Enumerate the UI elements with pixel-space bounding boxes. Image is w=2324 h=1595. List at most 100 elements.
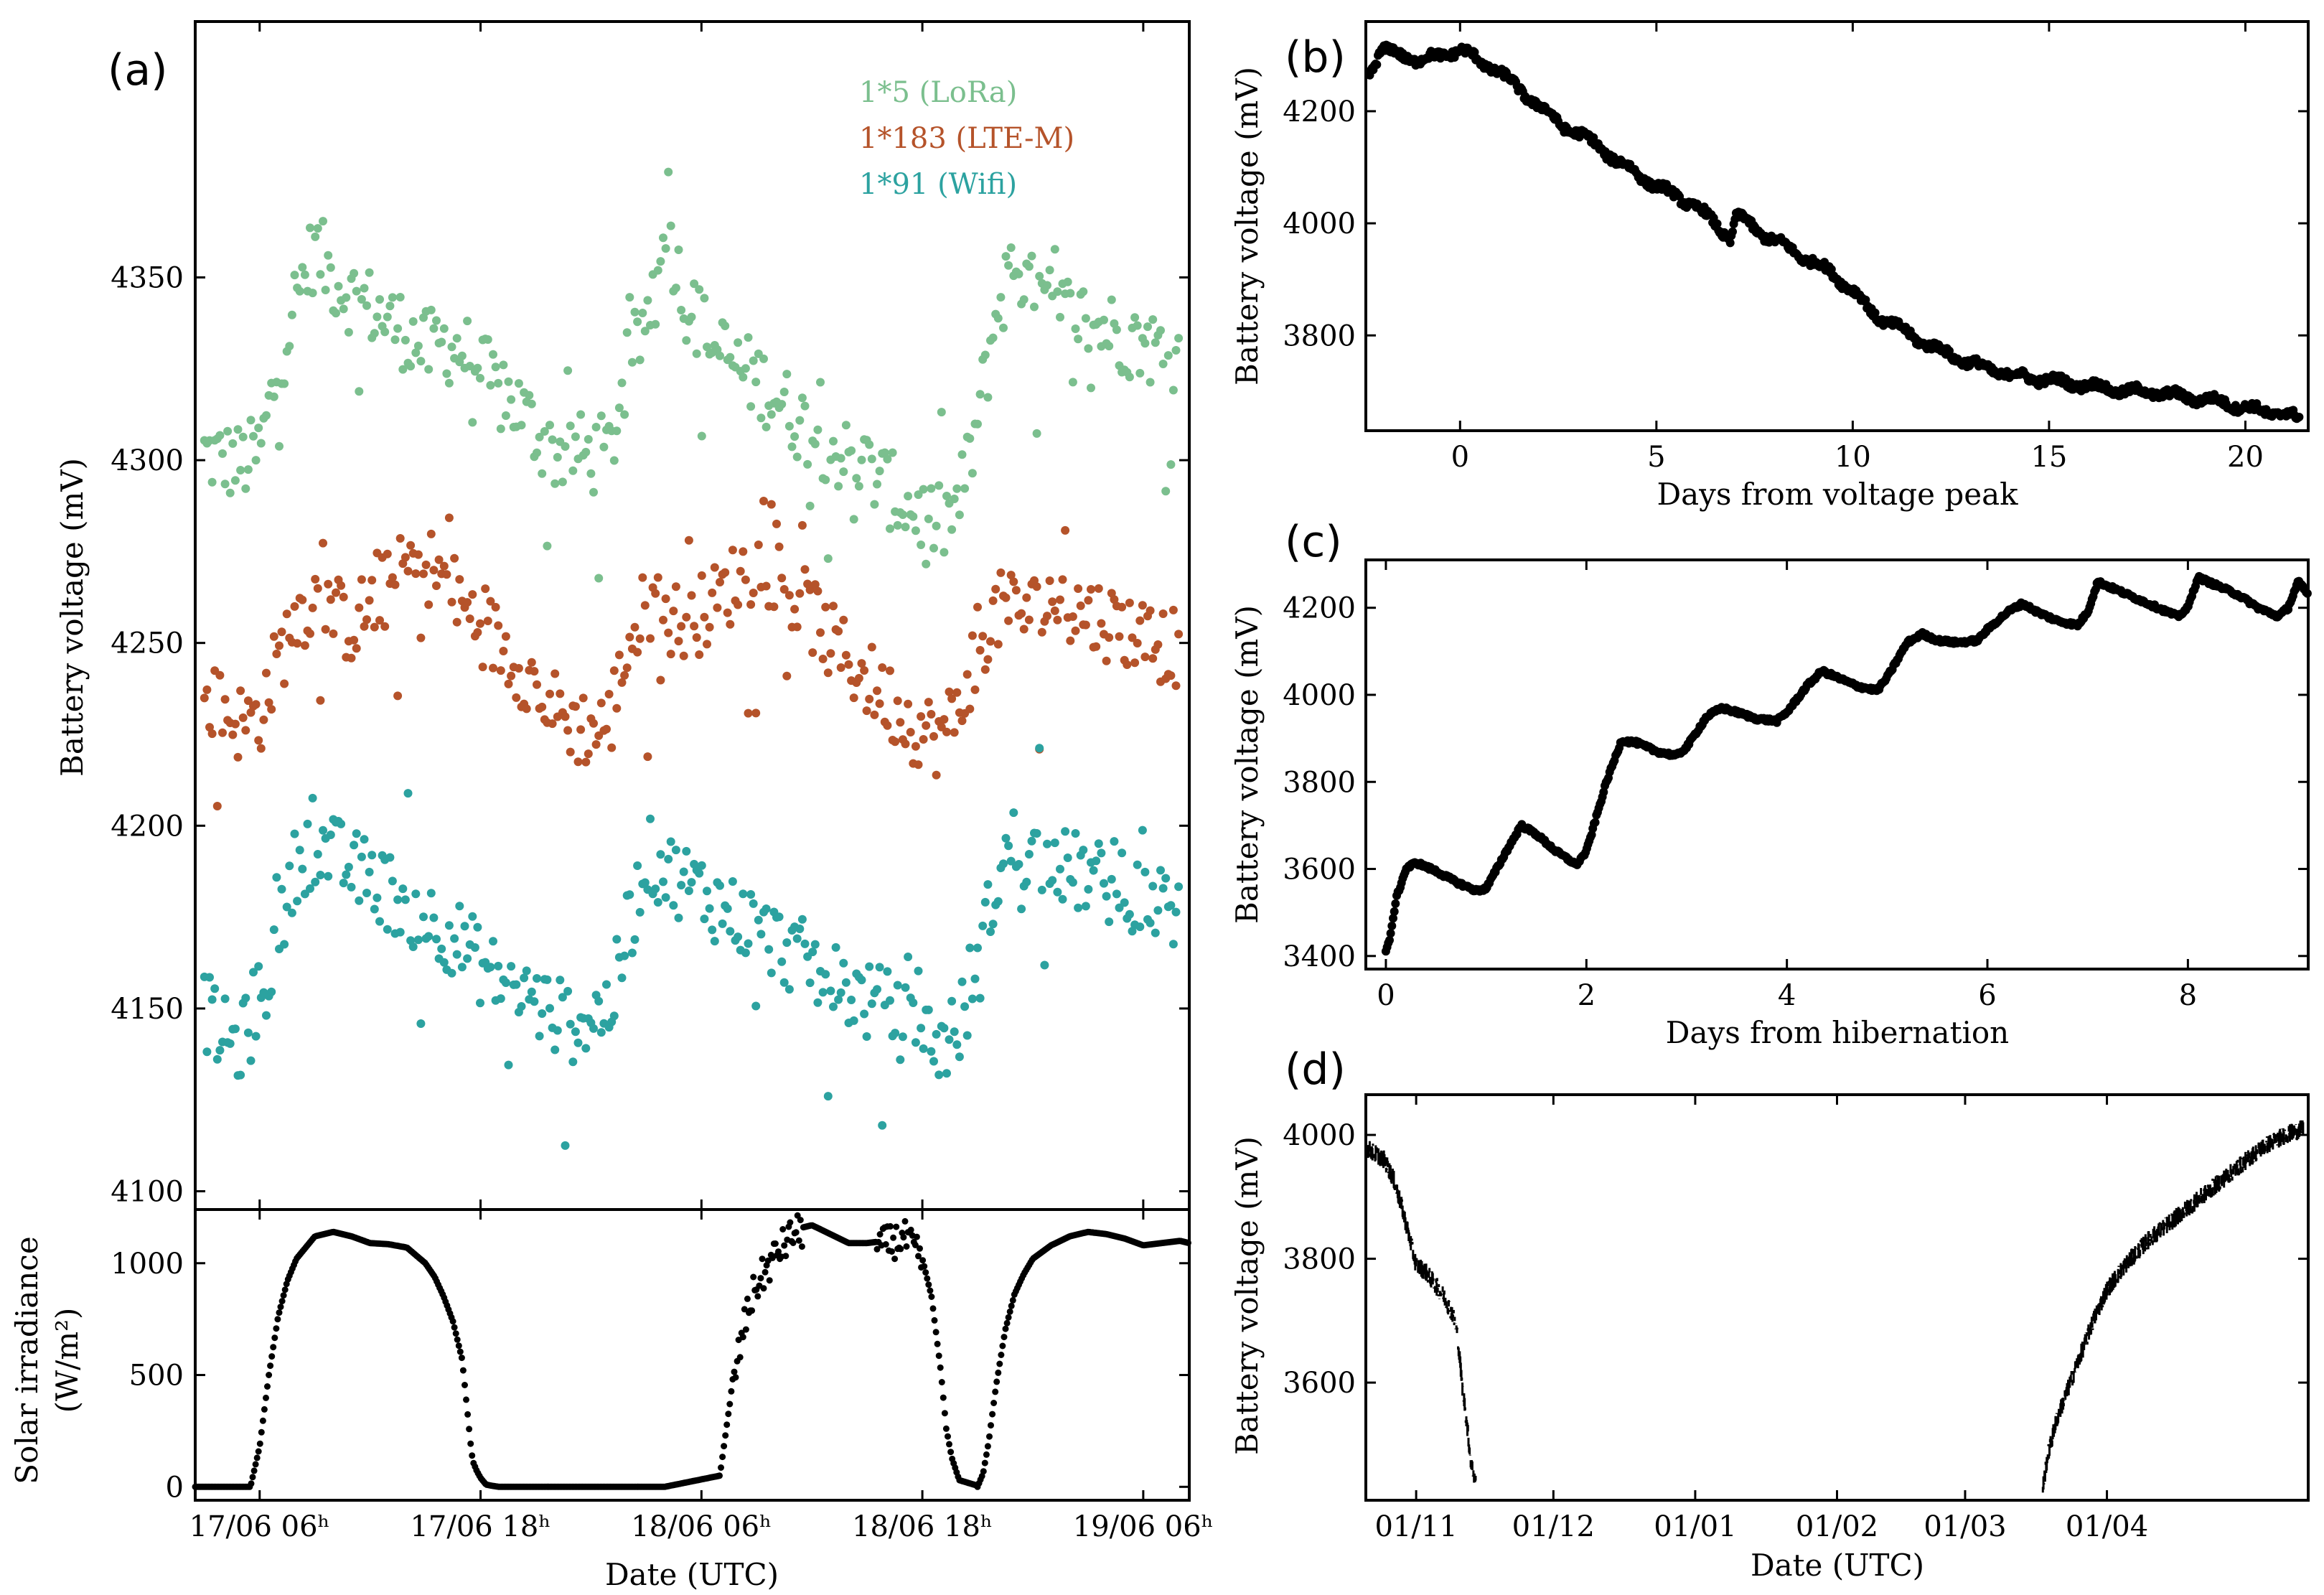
panel-a-point	[439, 324, 449, 333]
panel-a-point	[924, 1005, 933, 1014]
panel-a-point	[202, 1047, 212, 1057]
panel-a-point	[813, 586, 823, 596]
panel-a-point	[1017, 609, 1026, 618]
panel-b-point	[2295, 413, 2304, 421]
panel-a-point	[395, 927, 405, 937]
panel-a-point	[406, 541, 416, 550]
panel-a-point	[896, 1055, 905, 1065]
panel-b-chart: 3800 4000 4200 0 5 10 15 20 (b) Battery voltag…	[1229, 20, 2310, 512]
panel-a-point	[841, 650, 851, 660]
panel-a2-point	[1185, 1239, 1191, 1246]
panel-a2-point	[259, 1417, 266, 1424]
panel-a-point	[416, 1019, 426, 1028]
panel-a-point	[413, 550, 423, 559]
panel-a-point	[1061, 525, 1070, 535]
panel-a-point	[612, 935, 622, 944]
panel-a-point	[398, 884, 408, 894]
panel-a-point	[906, 728, 915, 736]
panel-a-point	[1019, 625, 1029, 634]
panel-a-point	[496, 666, 505, 675]
panel-a-point	[207, 477, 217, 487]
panel-a-point	[311, 232, 320, 241]
panel-a2-point	[739, 1334, 746, 1341]
panel-a-point	[522, 966, 531, 976]
panel-a-point	[627, 357, 637, 367]
panel-a-point	[852, 474, 861, 483]
panel-a-point	[873, 985, 881, 994]
panel-c-ytick-label: 3400	[1283, 940, 1356, 973]
panel-a-marks	[200, 167, 1184, 1150]
panel-a-point	[1006, 571, 1016, 580]
panel-a-point	[779, 388, 789, 396]
panel-b-xtick-label: 15	[2030, 441, 2067, 474]
panel-a-point	[716, 351, 724, 360]
panel-a2-point	[256, 1440, 263, 1447]
panel-a-point	[1066, 289, 1075, 298]
panel-a-point	[538, 702, 547, 711]
panel-a-point	[1168, 385, 1178, 395]
panel-a-point	[1066, 636, 1075, 645]
panel-a-point	[238, 713, 248, 722]
panel-a-point	[550, 1045, 560, 1054]
panel-a-point	[705, 622, 714, 632]
panel-a-point	[1107, 295, 1116, 304]
panel-a-point	[983, 880, 993, 889]
panel-a-point	[805, 585, 815, 594]
panel-a-point	[352, 644, 361, 653]
panel-a-point	[901, 739, 910, 749]
panel-a-point	[633, 317, 642, 327]
panel-a-point	[375, 616, 384, 625]
panel-a-point	[280, 940, 289, 949]
panel-b-x-ticks: 0 5 10 15 20	[1451, 22, 2264, 474]
panel-a-point	[703, 640, 711, 649]
panel-a-point	[986, 927, 995, 936]
panel-a-point	[578, 693, 588, 703]
panel-a-point	[269, 925, 278, 935]
panel-a-point	[656, 257, 665, 266]
panel-a-point	[927, 1047, 936, 1056]
panel-a2-point	[454, 1336, 461, 1343]
panel-a-point	[581, 1044, 591, 1053]
panel-d-x-ticks: 01/11 01/12 01/01 01/02 01/03 01/04	[1374, 1095, 2148, 1543]
panel-a-point	[411, 889, 421, 899]
panel-a-point	[589, 719, 598, 728]
panel-a-point	[236, 686, 245, 696]
panel-a2-point	[897, 1245, 904, 1253]
panel-a-point	[339, 879, 348, 888]
panel-a-point	[643, 752, 652, 762]
panel-a-point	[275, 441, 284, 451]
panel-a-point	[501, 632, 510, 641]
panel-b-ylabel: Battery voltage (mV)	[1229, 67, 1265, 385]
panel-a2-point	[1008, 1302, 1015, 1309]
panel-a-point	[988, 920, 998, 929]
panel-a-point	[873, 480, 881, 489]
panel-a-point	[275, 641, 284, 650]
panel-a-point	[826, 649, 835, 658]
panel-a-point	[357, 852, 366, 861]
panel-a-point	[700, 294, 709, 303]
panel-a-point	[708, 588, 717, 597]
panel-a-point	[215, 670, 225, 680]
panel-a-point	[486, 597, 495, 606]
panel-a-point	[527, 399, 536, 408]
panel-a2-ytick-label: 0	[166, 1471, 184, 1504]
panel-a-point	[684, 887, 693, 895]
panel-a-point	[1004, 616, 1013, 625]
panel-a-point	[746, 402, 756, 411]
panel-a-point	[1145, 378, 1155, 387]
panel-a-point	[501, 411, 510, 420]
panel-c-ylabel: Battery voltage (mV)	[1229, 605, 1265, 924]
panel-a-point	[1125, 598, 1134, 607]
panel-a-point	[754, 541, 763, 549]
panel-a2-point	[750, 1273, 757, 1281]
panel-a-point	[816, 628, 825, 637]
panel-a-point	[220, 994, 230, 1004]
panel-a-point	[891, 737, 900, 747]
panel-a-point	[548, 719, 557, 729]
panel-a-point	[1014, 860, 1023, 869]
panel-a-point	[919, 735, 928, 744]
panel-a2-point	[989, 1411, 996, 1418]
panel-a-point	[640, 327, 650, 336]
